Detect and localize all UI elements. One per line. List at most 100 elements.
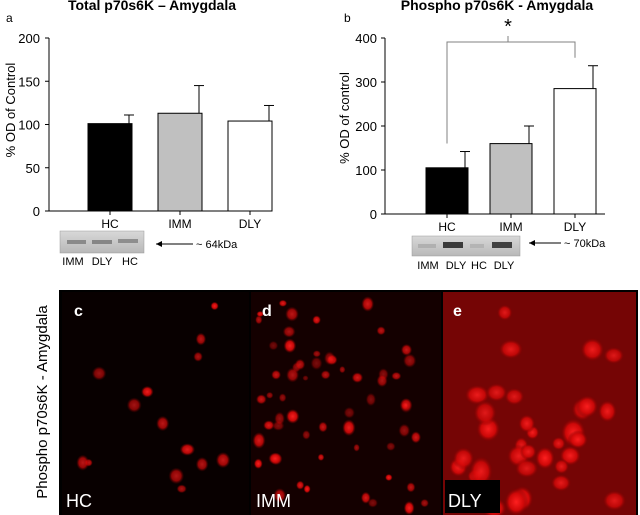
mw-label-b: ~ 70kDa: [564, 238, 606, 250]
micrograph-hc: c HC: [62, 292, 249, 515]
x-tick-label: DLY: [239, 217, 261, 231]
blot-band: [92, 240, 112, 244]
stained-cell: [597, 399, 618, 423]
stained-cell: [365, 392, 377, 407]
bar-hc: [425, 167, 469, 215]
stained-cell: [398, 423, 411, 438]
x-tick-label: DLY: [564, 220, 586, 234]
stained-cell: [385, 473, 393, 482]
stained-cell: [215, 452, 231, 469]
micrograph-bg: [251, 292, 441, 515]
significance-bracket: *: [446, 16, 576, 144]
bar-dly: [553, 88, 597, 215]
stained-cell: [550, 474, 572, 492]
stained-cell: [255, 315, 263, 325]
stained-cell: [310, 356, 323, 371]
stained-cell: [551, 436, 566, 451]
bars-b: [425, 65, 598, 215]
western-blot-b: IMM DLY HC DLY ~ 70kDa: [411, 235, 606, 272]
micrograph-side-label: Phospho p70s6K - Amygdala: [34, 305, 51, 499]
micrograph-condition: HC: [66, 491, 92, 511]
stained-cell: [376, 326, 386, 336]
blot-lane-label: HC: [471, 260, 487, 272]
blot-lane-label: IMM: [417, 260, 438, 272]
blot-lane-label: DLY: [494, 260, 515, 272]
category-labels-a: HC IMM DLY: [101, 217, 261, 231]
y-tick-label: 0: [33, 204, 40, 219]
blot-band: [470, 244, 484, 248]
stained-cell: [400, 343, 413, 356]
stained-cell: [400, 398, 413, 412]
stained-cell: [553, 458, 570, 475]
significance-star: *: [504, 16, 512, 38]
y-tick-label: 0: [370, 207, 377, 222]
stained-cell: [391, 371, 402, 381]
bar-imm: [157, 112, 203, 212]
stained-cell: [76, 454, 90, 471]
stained-cell: [534, 446, 556, 470]
stained-cell: [285, 306, 299, 322]
stained-cell: [195, 332, 207, 346]
stained-cell: [266, 391, 274, 399]
label-backdrop: [445, 480, 500, 513]
stained-cell: [294, 358, 306, 371]
stained-cell: [567, 430, 589, 450]
stained-cell: [504, 487, 529, 515]
cells-imm: [252, 296, 429, 515]
stained-cell: [367, 498, 378, 508]
stained-cell: [469, 455, 494, 487]
stained-cell: [420, 498, 429, 508]
micrograph-letter: c: [74, 303, 83, 320]
stained-cell: [361, 296, 375, 312]
stained-cell: [386, 442, 396, 451]
micrograph-letter: d: [262, 303, 272, 320]
stained-cell: [126, 397, 142, 413]
micrograph-letter: e: [453, 303, 462, 320]
chart-title-a: Total p70s6K – Amygdala: [68, 0, 236, 13]
stained-cell: [519, 443, 537, 461]
chart-title-b: Phospho p70s6K - Amygdala: [401, 0, 594, 13]
bar-imm: [489, 143, 533, 215]
stained-cell: [193, 351, 203, 362]
stained-cell: [342, 419, 356, 437]
y-tick-label: 200: [355, 119, 377, 134]
mw-label-a: ~ 64kDa: [196, 239, 238, 251]
stained-cell: [263, 420, 275, 431]
cells-hc: [76, 301, 231, 494]
stained-cell: [286, 367, 300, 383]
bars-a: [87, 85, 274, 212]
stained-cell: [195, 457, 209, 472]
stained-cell: [323, 351, 336, 366]
stained-cell: [268, 452, 282, 465]
stained-cell: [278, 393, 287, 403]
chart-panel-a: a Total p70s6K – Amygdala % OD of Contro…: [3, 0, 274, 268]
stained-cell: [312, 315, 321, 325]
blot-lane-label: DLY: [446, 260, 467, 272]
stained-cell: [318, 421, 328, 433]
stained-cell: [274, 411, 285, 426]
arrow-head-icon: [529, 240, 535, 246]
stained-cell: [504, 387, 525, 406]
stained-cell: [403, 353, 417, 368]
stained-cell: [406, 482, 416, 493]
tick-labels-b: 0 100 200 300 400: [355, 31, 377, 222]
stained-cell: [312, 350, 321, 358]
blot-band: [492, 242, 512, 248]
blot-lane-label: DLY: [92, 256, 113, 268]
x-tick-label: IMM: [168, 217, 191, 231]
stained-cell: [485, 382, 508, 403]
stained-cell: [580, 337, 605, 362]
stained-cell: [376, 374, 388, 388]
stained-cell: [343, 406, 355, 419]
stained-cell: [176, 484, 187, 494]
tick-labels-a: 0 50 100 150 200: [18, 31, 40, 219]
stained-cell: [339, 365, 346, 374]
x-tick-label: IMM: [499, 220, 522, 234]
stained-cell: [296, 480, 305, 490]
micrograph-condition: DLY: [448, 491, 482, 511]
stained-cell: [156, 415, 170, 432]
stained-cell: [179, 443, 196, 456]
stained-cell: [273, 488, 287, 503]
y-tick-label: 200: [18, 31, 40, 46]
